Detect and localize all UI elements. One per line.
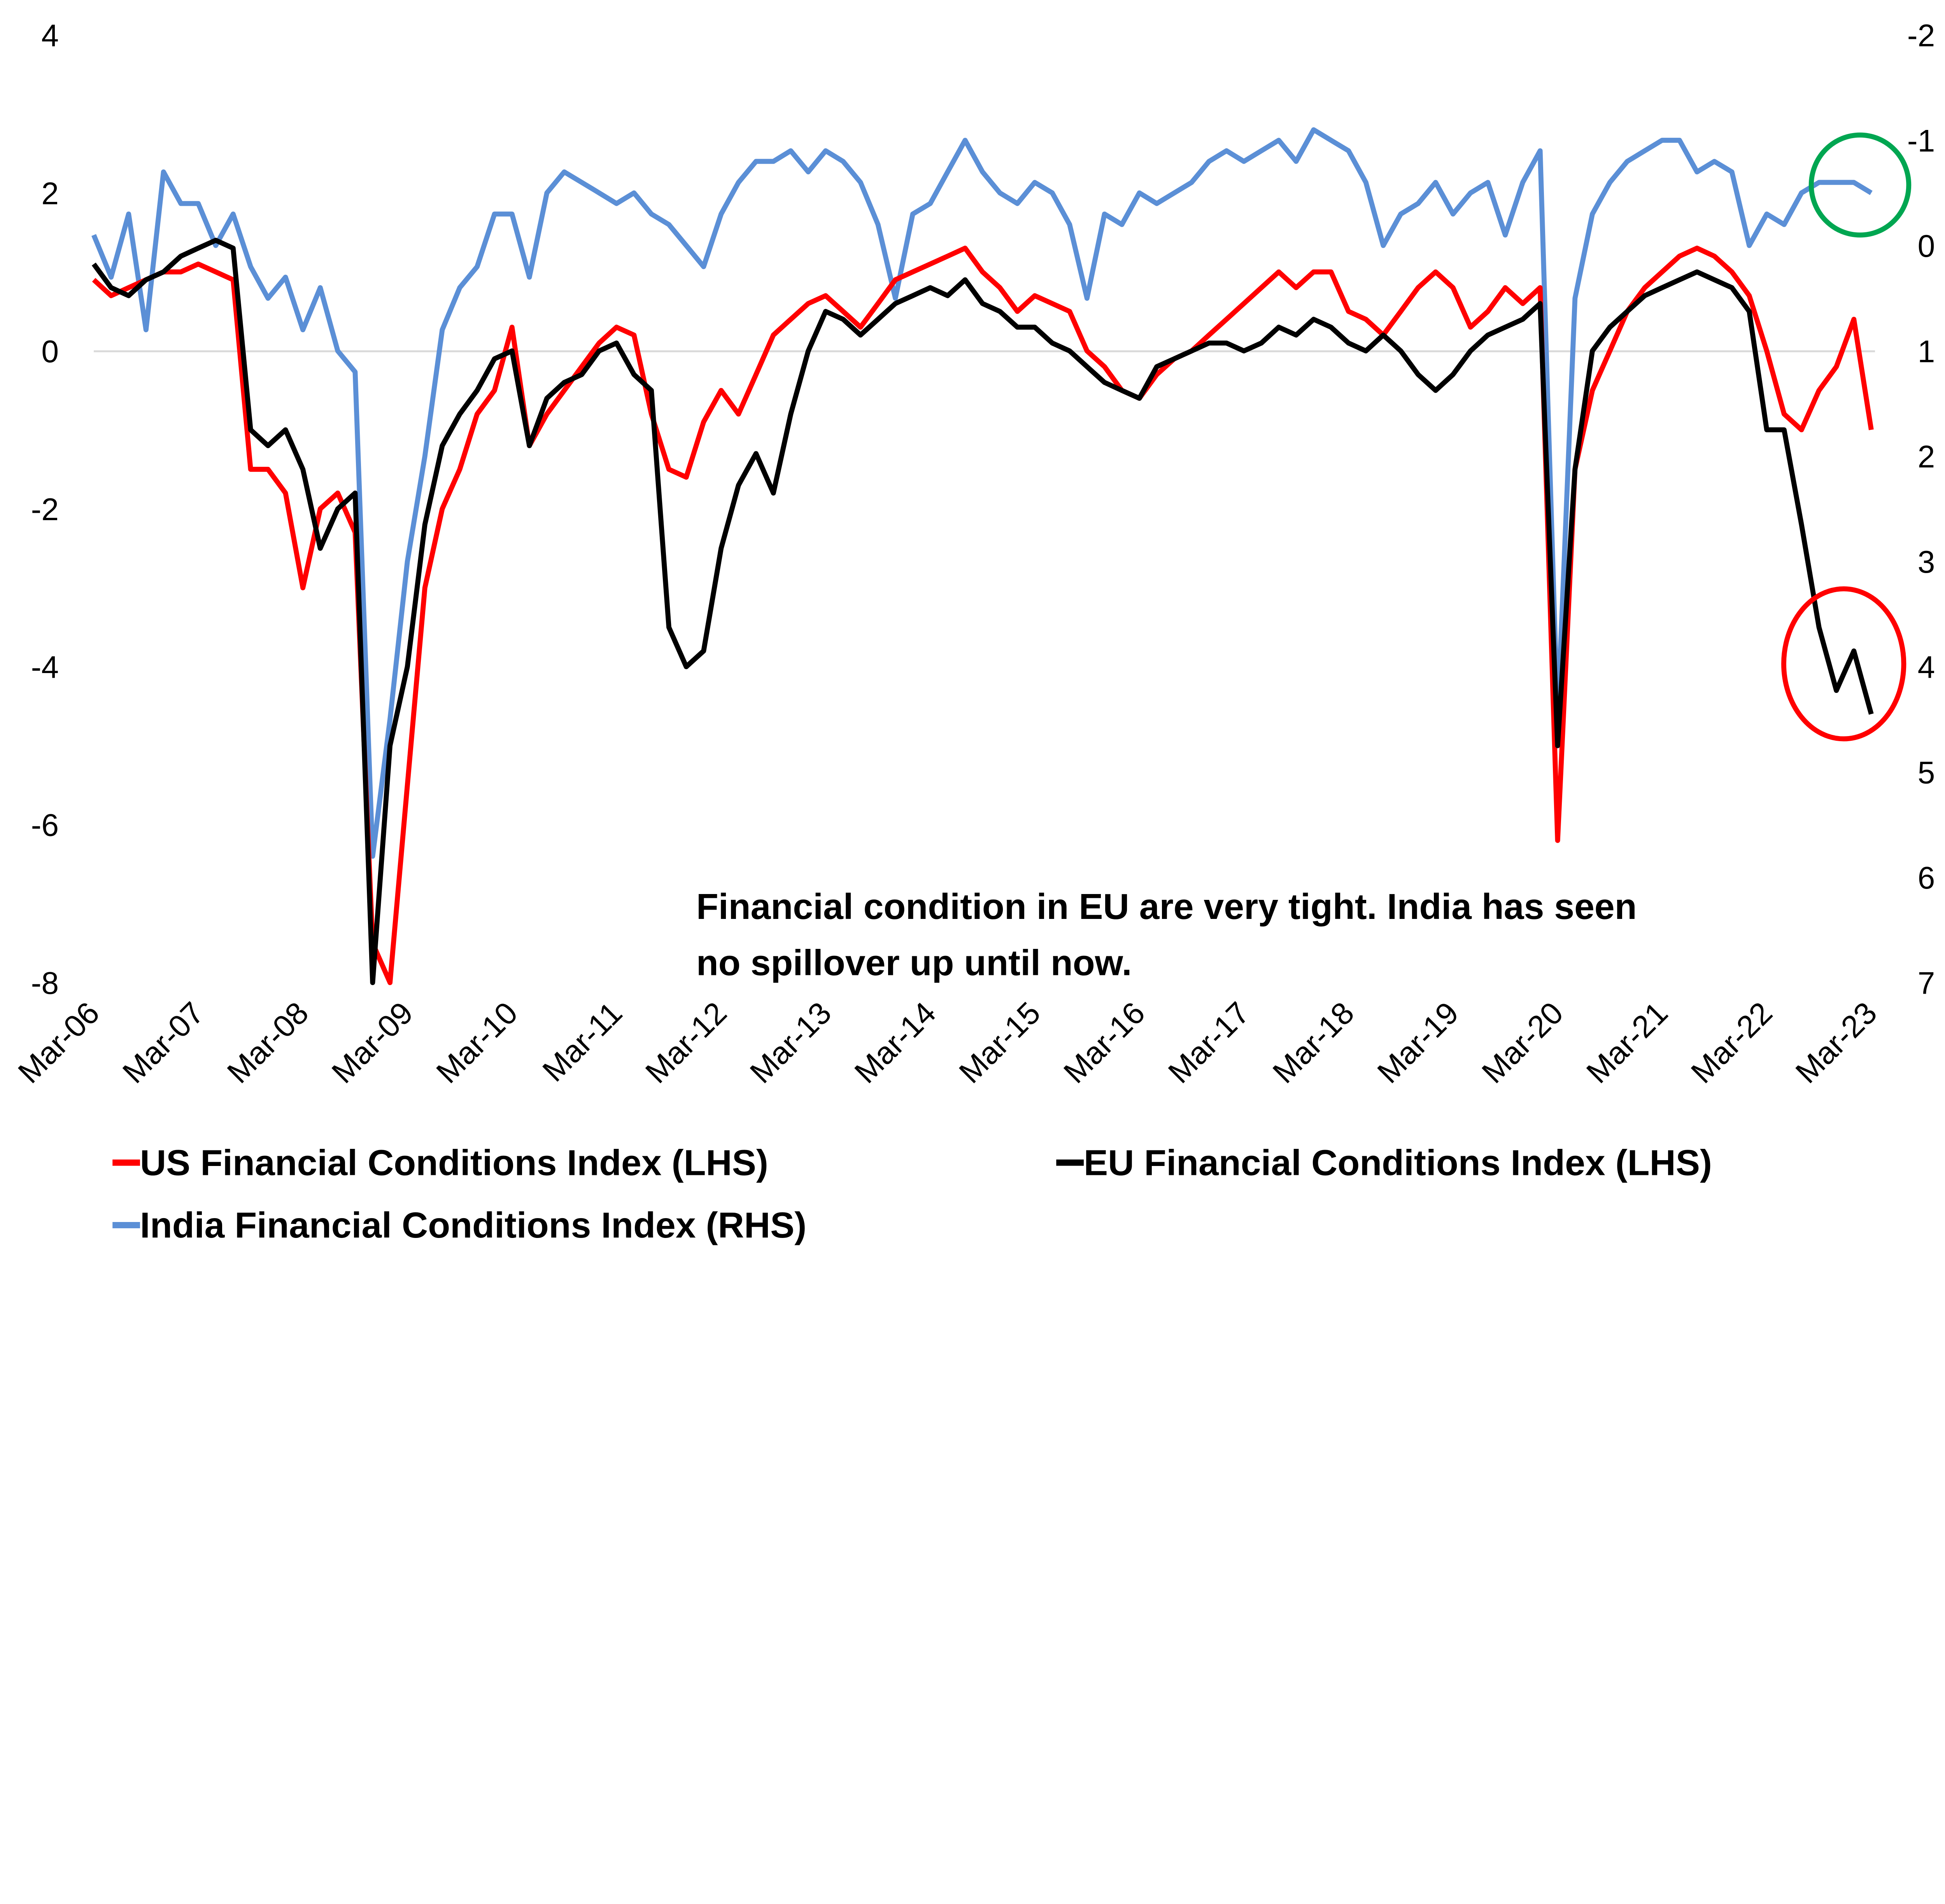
x-tick-label: Mar-16: [1057, 995, 1152, 1090]
x-tick-label: Mar-18: [1266, 995, 1361, 1090]
series-line-eu: [91, 238, 1874, 985]
x-tick-label: Mar-06: [11, 995, 106, 1090]
right-tick-label: 2: [1918, 439, 1935, 474]
x-tick-label: Mar-20: [1475, 995, 1570, 1090]
legend-label-india: India Financial Conditions Index (RHS): [140, 1205, 806, 1245]
green-highlight-circle: [1808, 132, 1912, 238]
right-tick-label: 5: [1918, 755, 1935, 790]
legend-label-us: US Financial Conditions Index (LHS): [140, 1143, 768, 1183]
x-tick-label: Mar-12: [639, 995, 734, 1090]
right-tick-label: 7: [1918, 966, 1935, 1001]
x-tick-label: Mar-09: [325, 995, 420, 1090]
left-tick-label: -6: [31, 808, 59, 843]
right-tick-label: 4: [1918, 650, 1935, 685]
left-tick-label: -4: [31, 650, 59, 685]
x-tick-label: Mar-10: [430, 995, 525, 1090]
x-tick-label: Mar-17: [1162, 995, 1256, 1090]
x-tick-label: Mar-08: [221, 995, 315, 1090]
x-tick-label: Mar-13: [743, 995, 838, 1090]
series-line-india: [91, 127, 1873, 859]
right-tick-label: 3: [1918, 545, 1935, 580]
right-tick-label: 0: [1918, 229, 1935, 264]
x-tick-label: Mar-14: [848, 995, 943, 1090]
left-axis: 4 2 0 -2 -4 -6 -8: [31, 18, 59, 1001]
x-tick-label: Mar-21: [1580, 995, 1675, 1090]
annotation-line-2: no spillover up until now.: [696, 942, 1132, 983]
right-axis: -2 -1 0 1 2 3 4 5 6 7: [1907, 18, 1935, 1001]
x-tick-label: Mar-15: [953, 995, 1048, 1090]
x-tick-label: Mar-11: [536, 995, 629, 1088]
series-lines: [91, 127, 1874, 985]
x-axis: Mar-06 Mar-07 Mar-08 Mar-09 Mar-10 Mar-11 Mar-…: [11, 995, 1884, 1090]
legend-label-eu: EU Financial Conditions Index (LHS): [1084, 1143, 1712, 1183]
x-tick-label: Mar-07: [116, 995, 211, 1090]
right-tick-label: 6: [1918, 861, 1935, 896]
red-highlight-circle: [1781, 586, 1906, 742]
right-tick-label: 1: [1918, 334, 1935, 369]
right-tick-label: -2: [1907, 18, 1935, 53]
left-tick-label: 4: [41, 18, 59, 53]
right-tick-label: -1: [1907, 124, 1935, 159]
left-tick-label: -8: [31, 966, 59, 1001]
annotation-line-1: Financial condition in EU are very tight…: [696, 886, 1637, 927]
left-tick-label: -2: [31, 492, 59, 527]
legend: US Financial Conditions Index (LHS) EU F…: [112, 1143, 1712, 1245]
left-tick-label: 2: [41, 176, 59, 211]
x-tick-label: Mar-19: [1371, 995, 1466, 1090]
left-tick-label: 0: [41, 334, 59, 369]
x-tick-label: Mar-22: [1684, 995, 1779, 1090]
x-tick-label: Mar-23: [1789, 995, 1884, 1090]
